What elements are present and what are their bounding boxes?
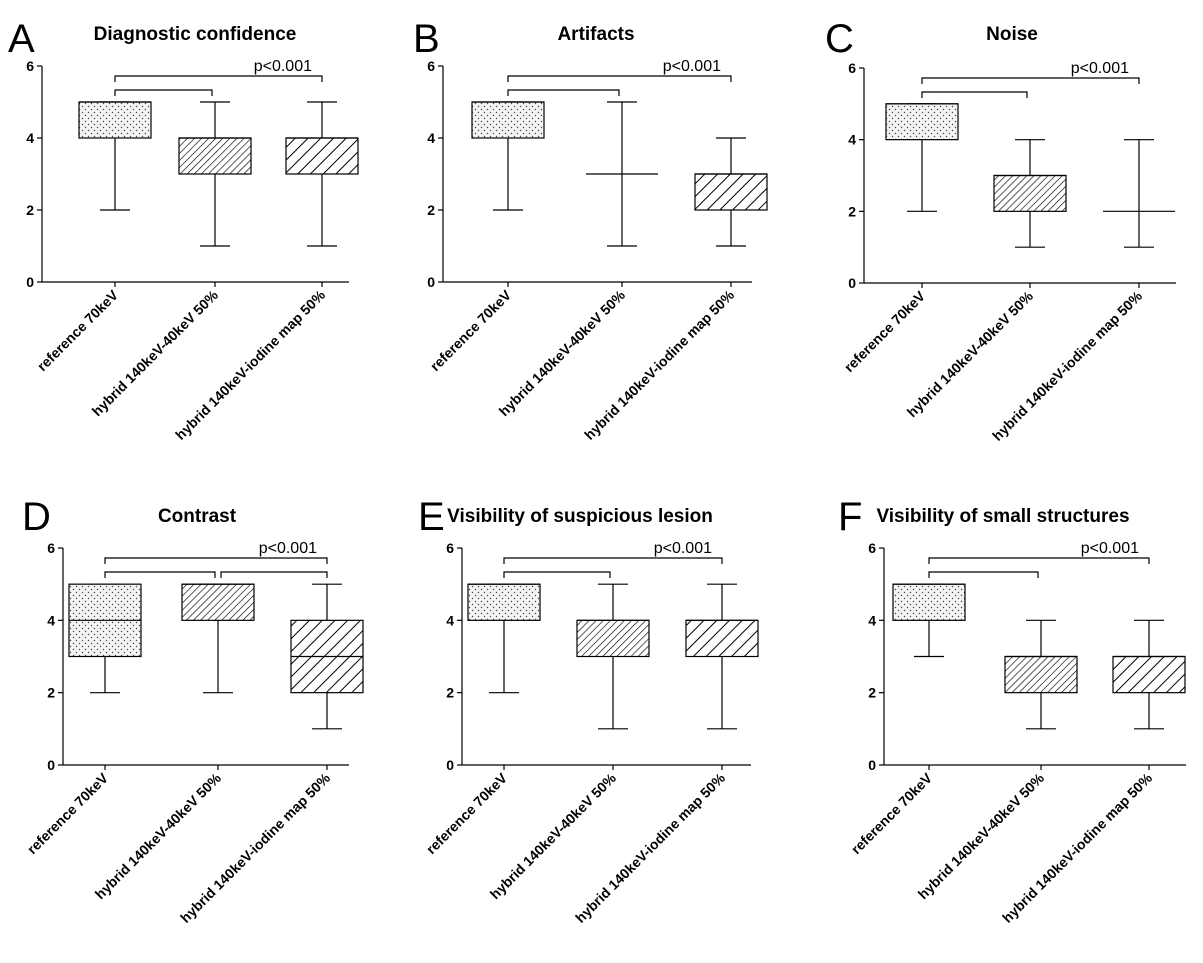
p-value-label: p<0.001: [259, 540, 317, 557]
panel-letter: F: [838, 495, 862, 539]
panel-letter: E: [418, 495, 445, 539]
y-tick-label: 6: [26, 58, 34, 74]
box: [1112, 655, 1186, 694]
y-tick-label: 6: [446, 540, 454, 556]
y-tick-label: 6: [868, 540, 876, 556]
significance-bracket: [503, 571, 611, 578]
panel-a: A Diagnostic confidence 0 2 4 6 reference 70ke…: [8, 17, 359, 443]
significance-bracket: [928, 557, 1150, 564]
category-label: reference 70keV: [848, 769, 936, 857]
box: [1004, 655, 1078, 694]
category-label: hybrid 140keV-40keV 50%: [915, 769, 1048, 902]
panel-letter: C: [825, 17, 854, 61]
category-label: reference 70keV: [24, 769, 112, 857]
y-tick-label: 0: [868, 757, 876, 773]
y-tick-label: 4: [47, 612, 55, 628]
y-tick-label: 0: [427, 274, 435, 290]
y-tick-label: 4: [868, 612, 876, 628]
box: [471, 101, 545, 139]
box: [993, 174, 1067, 212]
panel-title: Diagnostic confidence: [94, 24, 297, 45]
category-label: hybrid 140keV-40keV 50%: [92, 769, 225, 902]
panel-letter: B: [413, 17, 440, 61]
p-value-label: p<0.001: [1071, 60, 1129, 77]
panel-title: Visibility of suspicious lesion: [447, 506, 713, 527]
y-tick-label: 0: [446, 757, 454, 773]
box: [467, 583, 541, 621]
y-tick-label: 0: [848, 275, 856, 291]
significance-bracket: [928, 571, 1039, 578]
category-label: reference 70keV: [841, 287, 929, 375]
box: [694, 173, 768, 211]
y-tick-label: 6: [47, 540, 55, 556]
box: [178, 137, 252, 175]
significance-bracket: [507, 89, 620, 96]
box: [576, 619, 650, 658]
y-tick-label: 0: [47, 757, 55, 773]
box: [685, 619, 759, 658]
panel-e: E Visibility of suspicious lesion 0 2 4 6 refe…: [418, 495, 759, 926]
significance-bracket: [921, 77, 1140, 84]
significance-bracket: [220, 571, 328, 578]
p-value-label: p<0.001: [1081, 540, 1139, 557]
p-value-label: p<0.001: [663, 58, 721, 75]
p-value-label: p<0.001: [654, 540, 712, 557]
y-tick-label: 4: [848, 132, 856, 148]
panel-title: Contrast: [158, 506, 237, 527]
y-tick-label: 2: [427, 202, 435, 218]
significance-bracket: [507, 75, 732, 82]
panel-title: Artifacts: [557, 24, 634, 45]
category-label: hybrid 140keV-40keV 50%: [487, 769, 620, 902]
category-label: reference 70keV: [423, 769, 511, 857]
y-tick-label: 4: [26, 130, 34, 146]
p-value-label: p<0.001: [254, 58, 312, 75]
box: [892, 583, 966, 621]
category-label: hybrid 140keV-40keV 50%: [904, 287, 1037, 420]
significance-bracket: [503, 557, 723, 564]
panel-letter: D: [22, 495, 51, 539]
category-label: reference 70keV: [34, 286, 122, 374]
panel-title: Noise: [986, 24, 1038, 45]
category-label: reference 70keV: [427, 286, 515, 374]
panel-title: Visibility of small structures: [876, 506, 1129, 527]
y-tick-label: 6: [848, 60, 856, 76]
significance-bracket: [104, 557, 328, 564]
y-tick-label: 2: [47, 685, 55, 701]
y-tick-label: 4: [446, 612, 454, 628]
significance-bracket: [104, 571, 216, 578]
significance-bracket: [921, 91, 1028, 98]
y-tick-label: 0: [26, 274, 34, 290]
box: [885, 103, 959, 141]
y-tick-label: 2: [848, 203, 856, 219]
box: [78, 101, 152, 139]
y-tick-label: 2: [868, 685, 876, 701]
box: [285, 137, 359, 175]
significance-bracket: [114, 89, 213, 96]
panel-f: F Visibility of small structures 0 2 4 6 refer…: [838, 495, 1186, 926]
y-tick-label: 2: [446, 685, 454, 701]
y-tick-label: 2: [26, 202, 34, 218]
significance-bracket: [114, 75, 323, 82]
category-label: hybrid 140keV-40keV 50%: [496, 286, 629, 419]
y-tick-label: 4: [427, 130, 435, 146]
panel-letter: A: [8, 17, 35, 61]
y-tick-label: 6: [427, 58, 435, 74]
box: [181, 583, 255, 621]
